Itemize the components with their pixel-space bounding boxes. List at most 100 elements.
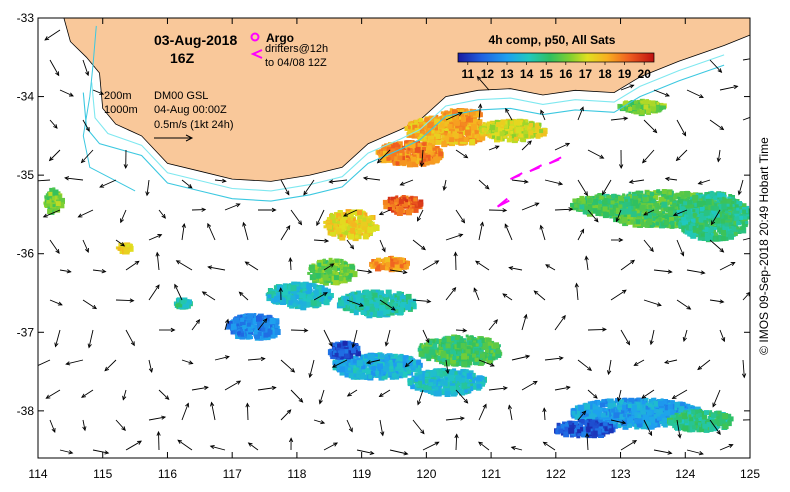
current-arrow [478,359,495,367]
colorbar-tick-label: 18 [598,67,612,81]
current-arrow [280,359,296,373]
sst-patch [417,334,503,368]
current-arrow [682,329,688,342]
axis-ticks: 114 115 116 117 118 119 120 121 122 123 124 125 -33 -… [17,11,761,481]
current-arrow [697,359,711,371]
current-arrow [478,403,487,421]
x-tick-label: 119 [352,467,371,481]
drifter-track [510,172,523,181]
current-arrow [42,209,61,218]
colorbar-tick-label: 16 [559,67,573,81]
current-arrow [585,432,590,451]
sst-patch [617,98,667,117]
current-arrow [49,419,56,433]
current-arrow [115,298,135,303]
current-arrow [455,389,469,404]
current-arrow [346,419,353,433]
current-arrow [308,359,315,379]
current-arrow [610,116,629,121]
current-arrow [399,179,414,186]
current-arrow [92,449,110,455]
current-arrow [92,89,105,95]
current-arrow [587,149,605,159]
current-arrow [642,149,655,164]
current-arrow [125,440,142,451]
colorbar-tick-label: 13 [500,67,514,81]
current-arrow [510,446,523,451]
current-arrow [686,449,704,456]
current-arrow [653,269,673,274]
current-arrow [620,259,636,271]
current-arrow [533,290,546,301]
argo-label: Argo [266,31,294,45]
current-arrow [125,329,135,347]
current-arrow [618,149,624,170]
current-arrow [278,287,283,301]
current-arrow [389,449,409,456]
current-arrow [508,266,523,271]
current-arrow [412,239,426,251]
current-arrow [257,385,277,391]
current-arrow [554,314,566,331]
current-arrow [316,209,325,227]
colorbar-tick-label: 20 [638,67,652,81]
current-arrow [82,59,90,77]
current-arrow [653,449,673,455]
sst-patch [43,187,65,215]
sst-pixels [43,98,750,439]
current-arrow [742,237,750,241]
current-arrow [145,179,150,197]
current-arrow [123,149,128,170]
current-arrow [606,359,612,376]
y-tick-label: -35 [17,168,35,182]
current-arrow [244,261,259,271]
current-arrow [323,442,339,451]
drifter-tracks [496,156,562,208]
current-arrow [201,291,216,301]
sst-patch [327,340,361,360]
current-arrow [544,179,564,186]
current-arrow [59,449,74,455]
current-arrow [478,221,485,241]
current-arrow [214,355,230,361]
current-arrow [214,178,227,183]
current-arrow [737,179,744,196]
current-arrow [376,149,391,164]
current-arrow [379,419,385,437]
current-arrow [181,222,186,241]
scale-label: 0.5m/s (1kt 24h) [154,119,233,131]
current-arrow [290,328,309,333]
current-arrow [365,359,381,365]
current-arrow [290,389,304,403]
current-arrow [455,209,466,224]
current-arrow [709,299,725,304]
current-arrow [643,299,662,307]
x-tick-label: 116 [158,467,177,481]
current-arrow [476,75,490,91]
current-arrow [643,209,655,216]
drifter-track [548,156,562,165]
sst-patch [115,242,134,255]
current-arrow [379,239,386,253]
current-arrow [712,389,721,408]
current-arrow [676,119,687,137]
current-arrow [445,233,464,241]
current-arrow [709,419,721,436]
current-arrow [417,389,424,406]
colorbar-tick-label: 11 [461,67,474,81]
current-arrow [521,202,540,211]
sst-patch [265,281,334,311]
current-arrow [628,179,645,184]
current-arrow [710,209,721,226]
x-tick-label: 114 [28,467,47,481]
current-arrow [346,239,355,250]
model-label: DM00 GSL [154,90,208,102]
current-arrow [159,327,176,333]
current-arrow [346,389,358,397]
drifter-track [529,164,543,173]
contour-200m [91,54,725,192]
current-arrow [643,119,658,134]
current-arrow [417,209,424,222]
current-arrow [676,239,685,257]
current-arrow [502,293,513,301]
